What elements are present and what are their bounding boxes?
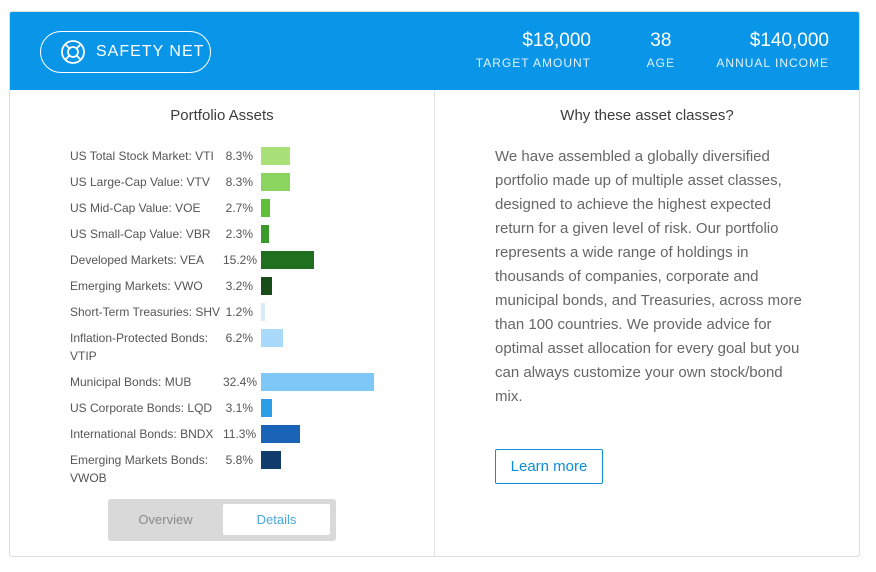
asset-percent: 15.2% — [223, 253, 258, 267]
asset-bar — [261, 277, 272, 295]
annual-income-stat: $140,000 ANNUAL INCOME — [716, 30, 829, 70]
asset-bar — [261, 251, 314, 269]
asset-name: International Bonds: BNDX — [70, 427, 214, 441]
asset-percent: 1.2% — [225, 305, 253, 319]
portfolio-assets-title: Portfolio Assets — [170, 107, 274, 124]
asset-list: US Total Stock Market: VTI 8.3% US Large-C… — [70, 147, 430, 495]
asset-bar-track — [261, 399, 421, 417]
asset-bar-track — [261, 147, 421, 165]
asset-name: US Mid-Cap Value: VOE — [70, 201, 201, 215]
asset-percent: 3.2% — [225, 279, 253, 293]
asset-name: US Large-Cap Value: VTV — [70, 175, 210, 189]
asset-name: Inflation-Protected Bonds: VTIP — [70, 331, 209, 363]
explanation-text: We have assembled a globally diversified… — [495, 148, 802, 405]
asset-row: Inflation-Protected Bonds: VTIP 6.2% — [70, 329, 430, 365]
asset-name: US Total Stock Market: VTI — [70, 149, 214, 163]
age-value: 38 — [650, 30, 672, 51]
asset-percent: 3.1% — [225, 401, 253, 415]
asset-row: Emerging Markets Bonds: VWOB 5.8% — [70, 451, 430, 487]
asset-row: US Corporate Bonds: LQD 3.1% — [70, 399, 430, 417]
asset-bar — [261, 399, 272, 417]
asset-percent: 5.8% — [225, 453, 253, 467]
target-amount-label: TARGET AMOUNT — [475, 56, 591, 70]
asset-row: US Mid-Cap Value: VOE 2.7% — [70, 199, 430, 217]
asset-row: US Small-Cap Value: VBR 2.3% — [70, 225, 430, 243]
asset-row: US Total Stock Market: VTI 8.3% — [70, 147, 430, 165]
goal-label: SAFETY NET — [96, 43, 205, 60]
asset-bar-track — [261, 225, 421, 243]
annual-income-value: $140,000 — [749, 30, 829, 51]
annual-income-label: ANNUAL INCOME — [716, 56, 829, 70]
asset-bar — [261, 373, 374, 391]
asset-bar — [261, 173, 290, 191]
asset-bar — [261, 147, 290, 165]
goal-card: SAFETY NET $18,000 TARGET AMOUNT 38 AGE … — [9, 11, 860, 557]
asset-bar — [261, 303, 265, 321]
safety-net-goal-button[interactable]: SAFETY NET — [40, 31, 211, 73]
asset-row: Short-Term Treasuries: SHV 1.2% — [70, 303, 430, 321]
lifebuoy-icon — [61, 40, 85, 64]
asset-name: US Corporate Bonds: LQD — [70, 401, 213, 415]
asset-percent: 11.3% — [223, 427, 257, 441]
asset-percent: 32.4% — [223, 375, 258, 389]
explanation-title: Why these asset classes? — [560, 107, 734, 124]
target-amount-value: $18,000 — [522, 30, 591, 51]
asset-row: Emerging Markets: VWO 3.2% — [70, 277, 430, 295]
asset-bar — [261, 329, 283, 347]
asset-percent: 2.3% — [225, 227, 253, 241]
asset-percent: 6.2% — [225, 331, 253, 345]
asset-row: Municipal Bonds: MUB 32.4% — [70, 373, 430, 391]
asset-name: Developed Markets: VEA — [70, 253, 205, 267]
asset-bar-track — [261, 277, 421, 295]
asset-bar — [261, 425, 300, 443]
asset-bar-track — [261, 373, 421, 391]
asset-percent: 8.3% — [225, 149, 253, 163]
asset-name: US Small-Cap Value: VBR — [70, 227, 211, 241]
asset-name: Emerging Markets Bonds: VWOB — [70, 453, 209, 485]
asset-percent: 2.7% — [225, 201, 253, 215]
asset-bar-track — [261, 199, 421, 217]
goal-header: SAFETY NET $18,000 TARGET AMOUNT 38 AGE … — [10, 12, 859, 90]
asset-bar-track — [261, 251, 421, 269]
portfolio-assets-panel: Portfolio Assets US Total Stock Market: … — [10, 90, 435, 556]
asset-bar-track — [261, 303, 421, 321]
asset-bar — [261, 451, 281, 469]
asset-bar-track — [261, 451, 421, 469]
details-tab[interactable]: Details — [223, 504, 330, 535]
view-toggle: Overview Details — [108, 499, 336, 541]
age-label: AGE — [646, 56, 675, 70]
asset-bar — [261, 199, 270, 217]
asset-name: Short-Term Treasuries: SHV — [70, 305, 221, 319]
asset-bar-track — [261, 425, 421, 443]
asset-bar-track — [261, 329, 421, 347]
asset-name: Municipal Bonds: MUB — [70, 375, 192, 389]
asset-name: Emerging Markets: VWO — [70, 279, 203, 293]
explanation-panel: Why these asset classes? We have assembl… — [435, 90, 859, 556]
asset-bar-track — [261, 173, 421, 191]
learn-more-button[interactable]: Learn more — [495, 449, 603, 484]
asset-row: International Bonds: BNDX 11.3% — [70, 425, 430, 443]
asset-percent: 8.3% — [225, 175, 253, 189]
overview-tab[interactable]: Overview — [138, 512, 193, 527]
age-stat: 38 AGE — [647, 30, 675, 70]
asset-row: Developed Markets: VEA 15.2% — [70, 251, 430, 269]
asset-bar — [261, 225, 269, 243]
asset-row: US Large-Cap Value: VTV 8.3% — [70, 173, 430, 191]
target-amount-stat: $18,000 TARGET AMOUNT — [476, 30, 591, 70]
